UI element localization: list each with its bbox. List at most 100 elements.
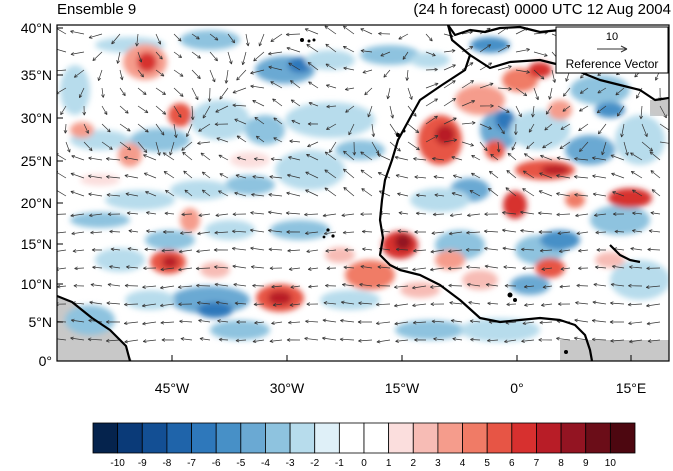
wind-arrow [125,192,139,197]
wind-arrow [648,229,661,233]
wind-arrow [485,282,499,287]
wind-arrow [596,248,607,252]
wind-arrow [106,301,121,306]
wind-arrow [504,339,517,344]
coastline-africa-west [378,25,594,361]
anomaly-contour-patch [320,290,380,310]
anomaly-contour-patch [410,52,450,68]
wind-arrow [433,337,445,341]
wind-arrow [614,229,625,234]
wind-arrow [162,230,175,234]
wind-arrow [443,64,456,71]
wind-arrow [615,87,625,96]
colorbar-label: -10 [110,458,125,469]
wind-arrow [574,193,589,197]
wind-arrow [360,169,373,179]
wind-arrow [544,123,553,131]
wind-arrow [89,300,103,305]
wind-arrow [197,231,211,236]
wind-arrow [107,212,121,217]
wind-arrow [542,285,553,289]
wind-arrow [345,105,355,113]
anomaly-contour-patch [200,262,230,278]
wind-arrow [270,81,283,89]
wind-arrow [308,81,319,89]
colorbar-label: -6 [212,458,221,469]
wind-arrow [109,229,121,234]
wind-arrow [72,249,85,253]
wind-arrow [646,266,661,271]
wind-arrow [288,267,301,271]
wind-arrow [507,152,517,161]
wind-arrow [82,105,87,116]
wind-arrow [270,33,283,43]
colorbar-swatch [314,422,340,454]
wind-arrow [304,28,319,35]
wind-arrow [268,228,283,233]
wind-arrow [123,321,139,326]
wind-arrow [88,156,103,161]
wind-arrow [461,121,476,125]
wind-arrow [305,189,319,197]
wind-arrow [461,62,474,71]
wind-arrow [145,191,157,197]
wind-arrow [452,337,463,341]
colorbar-label: 1 [386,458,392,469]
wind-arrow [443,80,456,89]
wind-arrow [236,69,247,81]
anomaly-contour-patch [565,135,615,165]
wind-arrow [610,282,625,287]
wind-arrow [111,33,121,45]
wind-arrow [87,174,103,179]
wind-arrow [178,267,193,272]
wind-arrow [487,301,499,306]
wind-arrow [443,49,456,53]
wind-arrow [173,33,182,42]
wind-arrow [232,264,247,269]
wind-arrow [541,267,553,271]
wind-arrow [394,285,409,289]
wind-arrow [323,301,337,305]
anomaly-contour-patch [305,50,355,70]
wind-arrow [521,339,535,343]
wind-arrow [592,192,607,197]
wind-arrow [70,213,85,218]
anomaly-contour-patch [595,102,625,118]
wind-arrow [593,282,607,287]
wind-arrow [268,65,283,71]
anomaly-contour-patch [360,45,420,65]
wind-arrow [219,87,229,100]
wind-arrow [538,230,552,234]
wind-arrow [245,33,250,47]
wind-arrow [601,141,607,156]
wind-arrow [523,284,535,289]
wind-arrow [202,105,211,119]
wind-arrow [92,51,103,62]
colorbar-swatch [265,422,291,454]
reference-vector-magnitude: 10 [606,31,618,43]
wind-arrow [592,156,607,161]
wind-arrow [218,190,229,197]
wind-arrow [556,336,571,341]
wind-arrow [383,69,391,78]
wind-arrow [197,141,211,145]
wind-arrow [290,99,301,107]
wind-arrow [377,265,391,269]
wind-arrow [322,318,337,323]
wind-arrow [254,116,265,125]
wind-arrow [270,157,283,161]
colorbar-label: 10 [605,458,617,469]
wind-arrow [515,87,528,97]
wind-arrow [88,192,103,197]
anomaly-contour-patch [70,122,94,138]
wind-arrow [250,246,265,251]
wind-arrow [178,249,193,254]
wind-arrow [106,175,121,179]
anomaly-contour-patch [410,188,470,212]
wind-arrow [286,46,301,53]
wind-arrow [128,229,139,233]
wind-arrow [595,230,607,235]
wind-arrow [360,212,373,217]
wind-arrow [497,123,505,135]
